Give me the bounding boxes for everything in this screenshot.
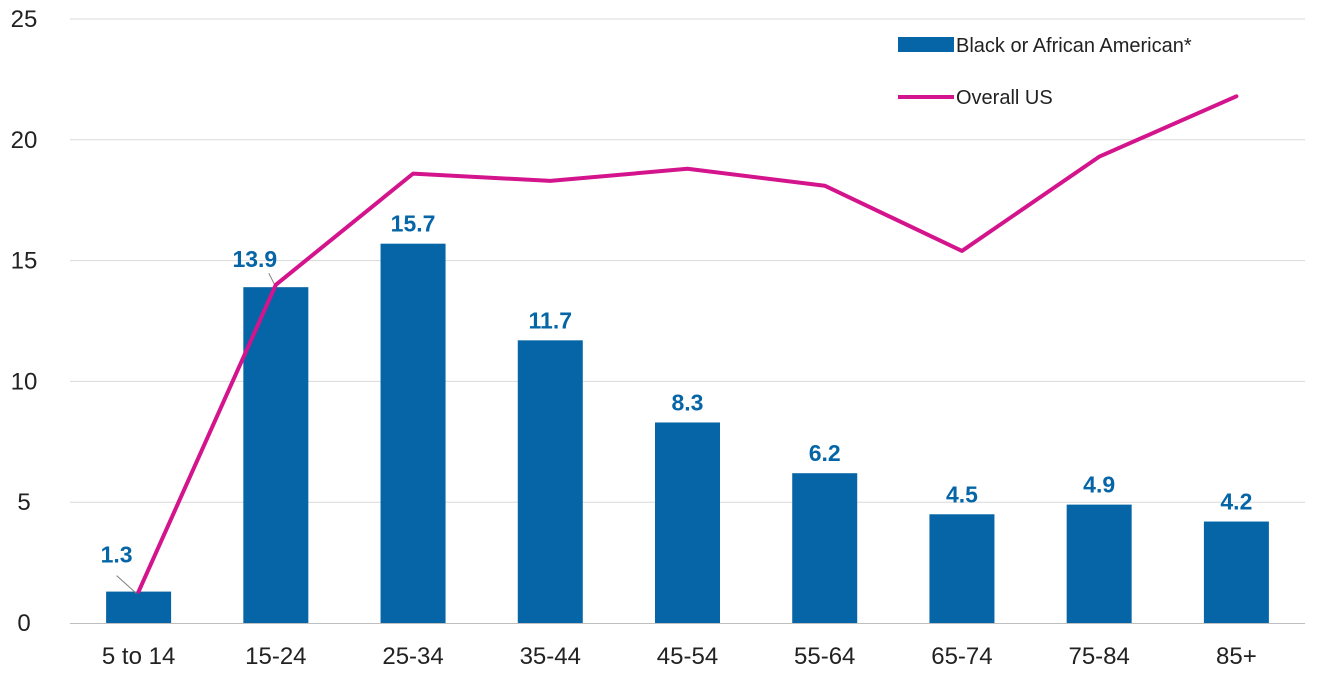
y-axis-ticks: 0 5 10 15 20 25: [11, 6, 38, 637]
legend-swatch-bar: [898, 37, 954, 52]
x-tick-label: 55-64: [794, 643, 855, 670]
bar-data-label: 4.2: [1220, 489, 1252, 515]
x-tick-label: 45-54: [657, 643, 718, 670]
x-tick-label: 75-84: [1068, 643, 1129, 670]
bar-data-label: 6.2: [809, 440, 841, 466]
bar: [792, 473, 858, 623]
leader-line: [116, 575, 137, 594]
bar: [243, 287, 309, 623]
bar-series: [106, 243, 1269, 624]
bar: [1203, 521, 1269, 623]
y-tick-label: 20: [11, 127, 38, 154]
bar: [517, 340, 583, 623]
bar: [1066, 504, 1132, 623]
y-tick-label: 5: [17, 489, 30, 516]
bar-data-label: 4.5: [946, 481, 978, 507]
bar-data-label: 11.7: [529, 307, 573, 333]
bar: [929, 514, 995, 623]
bar: [655, 422, 720, 623]
bar: [106, 591, 172, 623]
bar-data-label: 8.3: [672, 389, 704, 415]
y-tick-label: 15: [11, 248, 38, 275]
y-tick-label: 10: [11, 368, 38, 395]
legend-label-line: Overall US: [956, 87, 1053, 109]
bar-data-label: 4.9: [1083, 472, 1115, 498]
bar: [380, 243, 446, 624]
y-tick-label: 0: [17, 610, 30, 637]
bar-data-label: 1.3: [101, 542, 133, 568]
bar-data-label: 15.7: [391, 211, 436, 237]
legend: Black or African American* Overall US: [898, 35, 1192, 109]
bar-data-label: 13.9: [232, 246, 277, 272]
x-tick-label: 35-44: [520, 643, 581, 670]
y-tick-label: 25: [11, 6, 38, 33]
x-tick-label: 15-24: [245, 643, 306, 670]
x-axis-ticks: 5 to 14 15-24 25-34 35-44 45-54 55-64 65-74 75-…: [102, 643, 1257, 670]
x-tick-label: 65-74: [931, 643, 992, 670]
bar-data-labels: 1.3 13.9 15.7 11.7 8.3 6.2 4.5 4.9 4.2: [101, 211, 1253, 568]
legend-label-bar: Black or African American*: [956, 35, 1192, 57]
x-tick-label: 85+: [1216, 643, 1257, 670]
x-tick-label: 5 to 14: [102, 643, 175, 670]
line-series: [136, 94, 1239, 594]
x-tick-label: 25-34: [382, 643, 443, 670]
